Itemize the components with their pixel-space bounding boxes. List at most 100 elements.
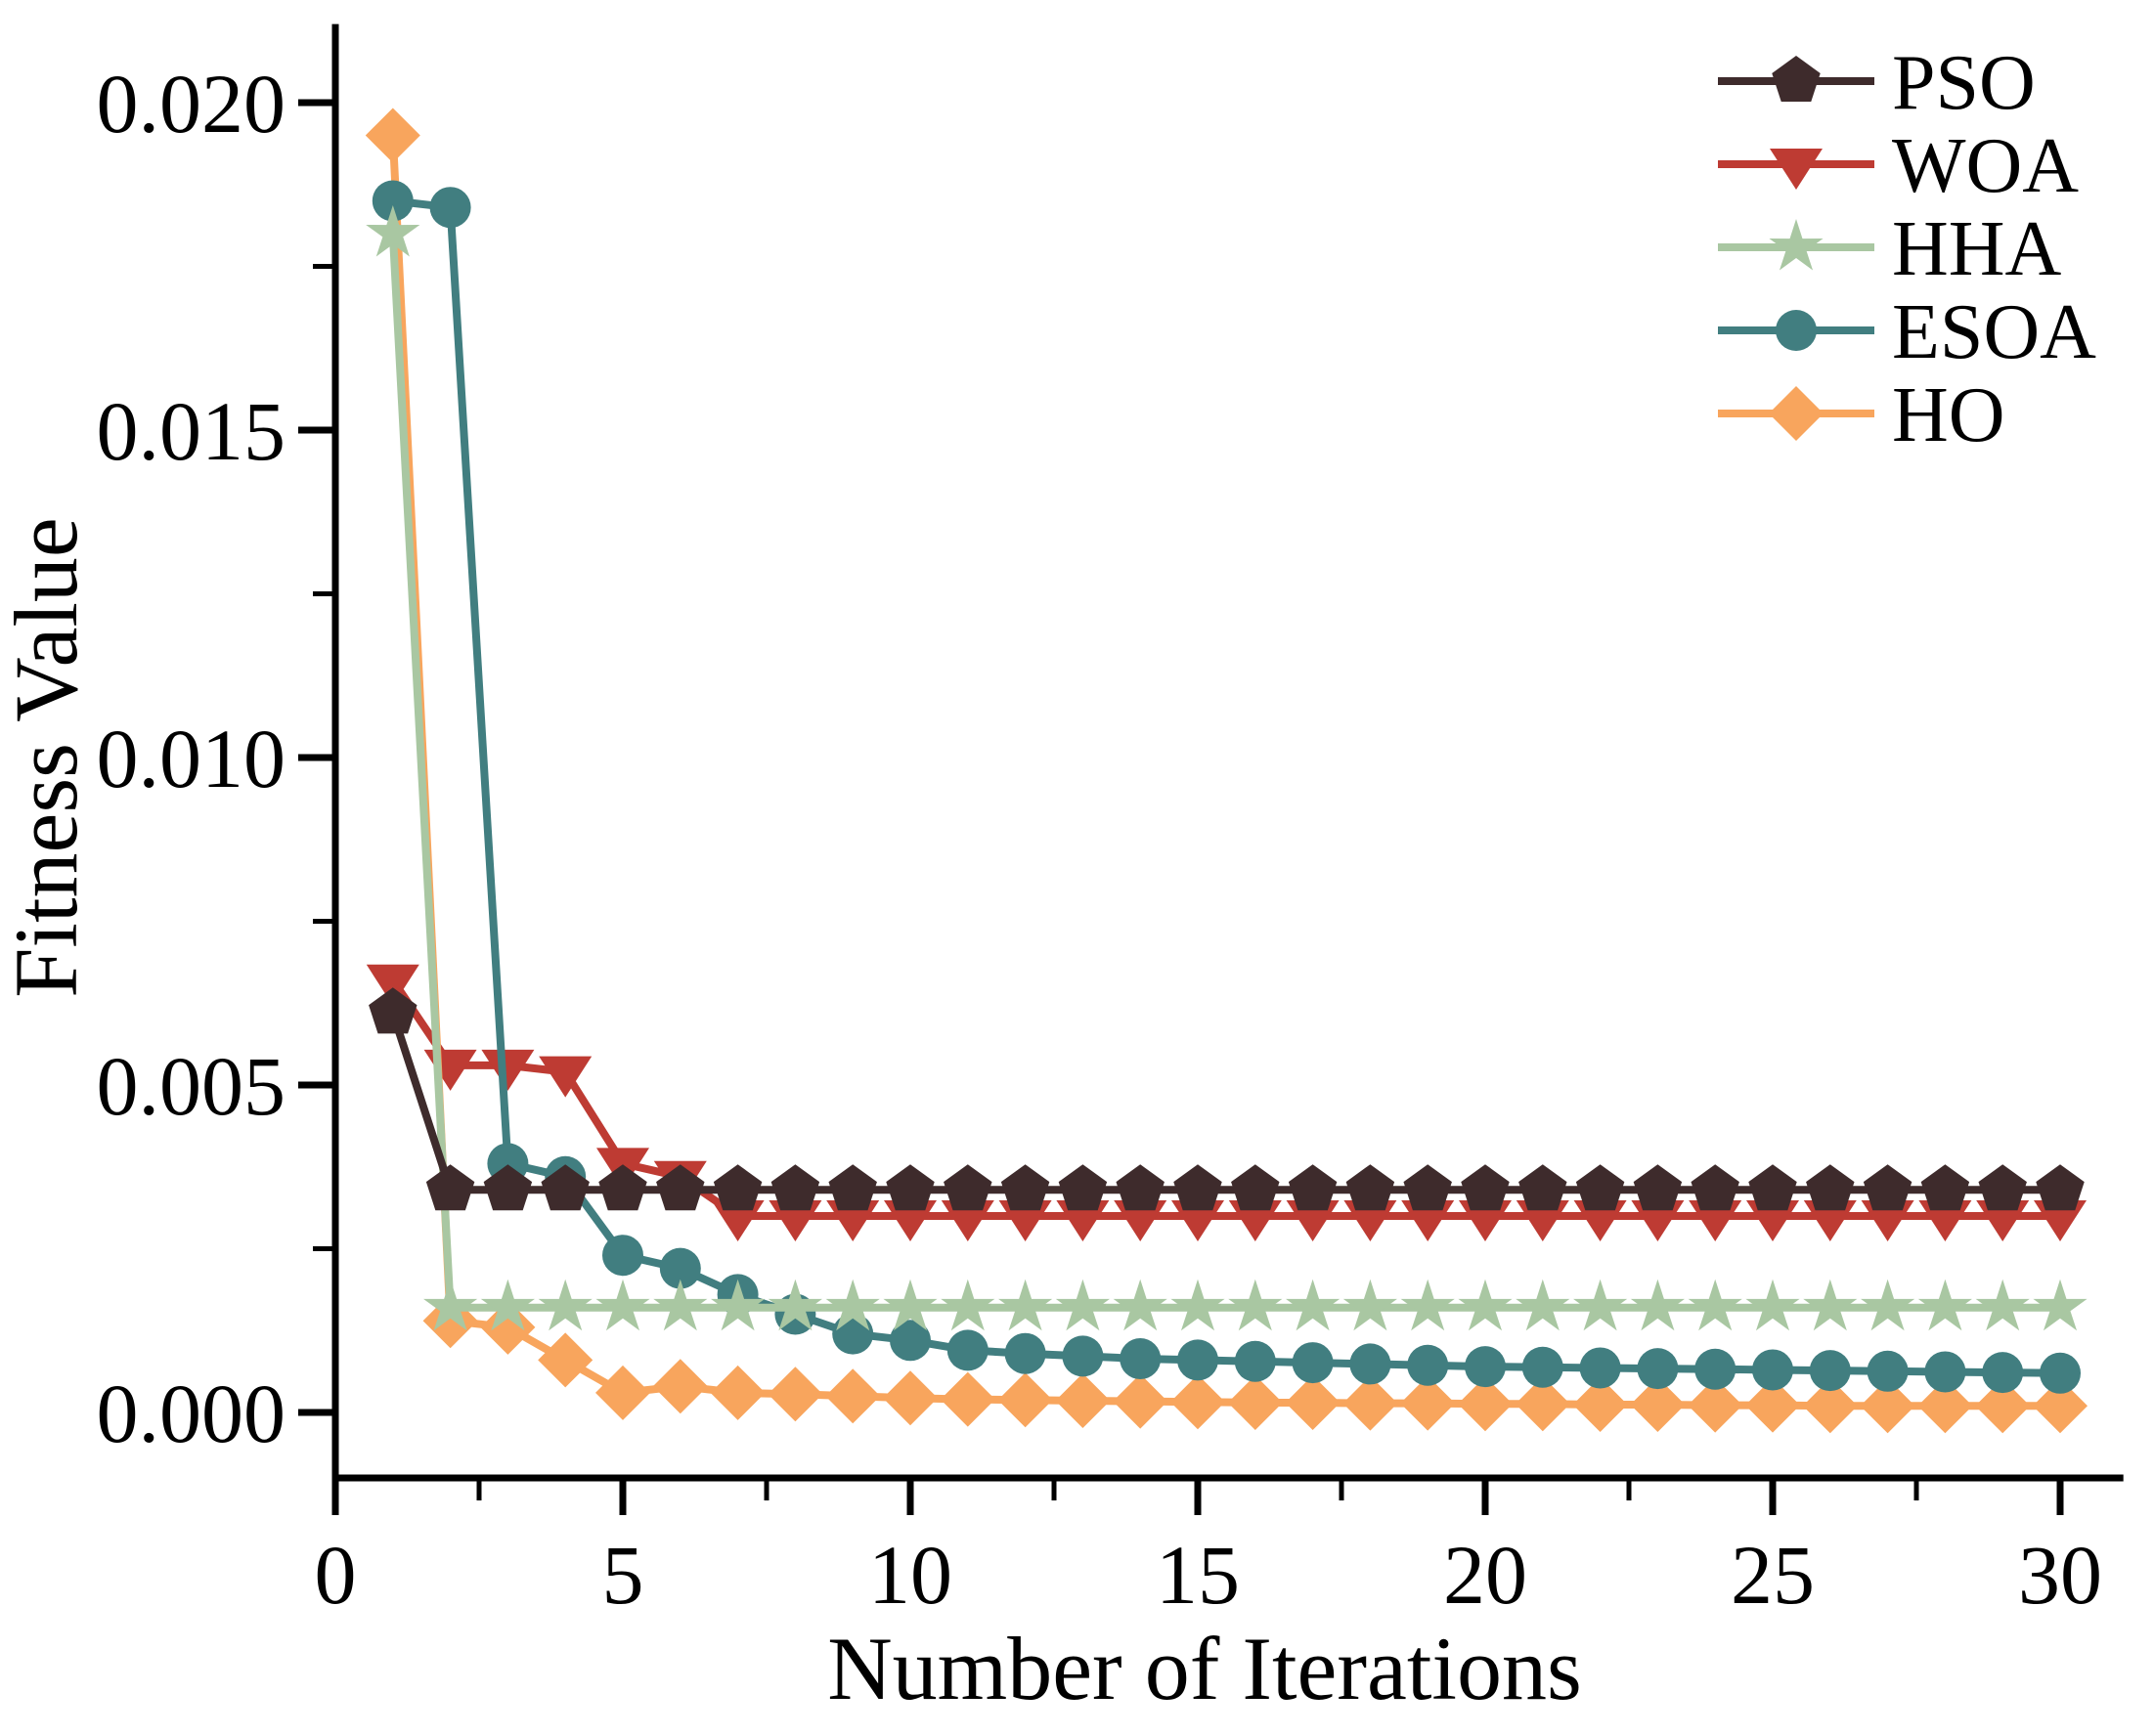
x-tick-label: 25 (1731, 1528, 1815, 1622)
diamond-marker (1917, 1378, 1973, 1434)
star-marker (480, 1279, 535, 1331)
circle-marker (1924, 1351, 1966, 1393)
triangle-down-marker (423, 1049, 477, 1091)
diamond-marker (1227, 1374, 1283, 1430)
diamond-marker (768, 1367, 823, 1422)
legend-entry-ho: HO (1718, 372, 2005, 458)
circle-marker (2040, 1352, 2081, 1394)
pentagon-marker (1748, 1164, 1797, 1211)
pentagon-marker (886, 1164, 935, 1211)
triangle-down-marker (1770, 149, 1823, 190)
star-marker (883, 1279, 938, 1331)
series-line-hha (388, 233, 2060, 1312)
triangle-down-marker (2034, 1200, 2087, 1241)
diamond-marker (997, 1372, 1053, 1428)
diamond-marker (940, 1371, 995, 1427)
diamond-marker (1688, 1377, 1743, 1433)
pentagon-marker (483, 1164, 533, 1211)
y-tick-label: 0.015 (97, 384, 286, 478)
triangle-down-marker (1056, 1200, 1110, 1241)
x-axis-title: Number of Iterations (827, 1619, 1582, 1718)
y-axis-title: Fitness Value (0, 517, 96, 998)
legend-label-esoa: ESOA (1892, 289, 2096, 375)
triangle-down-marker (711, 1200, 765, 1241)
diamond-marker (538, 1332, 593, 1388)
circle-marker (1637, 1348, 1679, 1390)
star-marker (1630, 1279, 1685, 1331)
diamond-marker (595, 1365, 650, 1420)
circle-marker (1982, 1352, 2024, 1394)
diamond-marker (710, 1365, 766, 1420)
diamond-marker (1285, 1374, 1341, 1430)
triangle-down-marker (481, 1049, 535, 1091)
star-marker (1803, 1279, 1858, 1331)
pentagon-marker (770, 1164, 820, 1211)
series-hha (366, 205, 2088, 1331)
triangle-down-marker (1976, 1200, 2030, 1241)
circle-marker (1776, 310, 1817, 351)
y-tick-label: 0.010 (97, 712, 286, 805)
diamond-marker (2033, 1378, 2088, 1434)
triangle-down-marker (998, 1200, 1052, 1241)
pentagon-marker (828, 1164, 877, 1211)
circle-marker (1809, 1350, 1851, 1392)
circle-marker (1004, 1332, 1046, 1374)
pentagon-marker (541, 1164, 590, 1211)
triangle-down-marker (1459, 1200, 1512, 1241)
star-marker (1458, 1279, 1513, 1331)
pentagon-marker (1691, 1164, 1739, 1211)
x-tick-label: 10 (868, 1528, 952, 1622)
diamond-marker (480, 1299, 536, 1355)
circle-marker (1752, 1349, 1793, 1391)
triangle-down-marker (1343, 1200, 1397, 1241)
circle-marker (1465, 1346, 1506, 1388)
circle-marker (1062, 1335, 1104, 1377)
diamond-marker (1055, 1372, 1111, 1428)
star-marker (1745, 1279, 1800, 1331)
x-tick-label: 15 (1156, 1528, 1240, 1622)
circle-marker (1177, 1339, 1218, 1381)
triangle-down-marker (769, 1200, 822, 1241)
pentagon-marker (1000, 1164, 1050, 1211)
circle-marker (1292, 1342, 1334, 1384)
circle-marker (1234, 1340, 1276, 1382)
diamond-marker (365, 108, 420, 163)
pentagon-marker (944, 1164, 992, 1211)
y-tick-label: 0.020 (97, 57, 286, 151)
pentagon-marker (713, 1164, 763, 1211)
pentagon-marker (1633, 1164, 1683, 1211)
diamond-marker (652, 1359, 708, 1414)
diamond-marker (1802, 1378, 1858, 1434)
circle-marker (602, 1235, 643, 1277)
circle-marker (372, 180, 414, 222)
circle-marker (1867, 1350, 1909, 1392)
star-marker (711, 1279, 766, 1331)
triangle-down-marker (1861, 1200, 1914, 1241)
star-marker (653, 1279, 708, 1331)
triangle-down-marker (1228, 1200, 1282, 1241)
pentagon-marker (1863, 1164, 1912, 1211)
star-marker (941, 1279, 995, 1331)
triangle-down-marker (1918, 1200, 1972, 1241)
star-marker (1113, 1279, 1167, 1331)
diamond-marker (883, 1370, 938, 1426)
triangle-down-marker (826, 1200, 880, 1241)
x-tick-label: 30 (2018, 1528, 2102, 1622)
pentagon-marker (1518, 1164, 1567, 1211)
pentagon-marker (1978, 1164, 2027, 1211)
circle-marker (1120, 1338, 1162, 1380)
star-marker (998, 1279, 1053, 1331)
legend-label-woa: WOA (1892, 123, 2079, 209)
legend-label-pso: PSO (1892, 40, 2036, 126)
triangle-down-marker (884, 1200, 937, 1241)
circle-marker (1694, 1348, 1736, 1390)
triangle-down-marker (1803, 1200, 1857, 1241)
diamond-marker (1860, 1378, 1915, 1434)
pentagon-marker (1173, 1164, 1222, 1211)
diamond-marker (1975, 1378, 2031, 1434)
series-line-esoa (392, 196, 2061, 1377)
star-marker (1861, 1279, 1915, 1331)
triangle-down-marker (1746, 1200, 1799, 1241)
